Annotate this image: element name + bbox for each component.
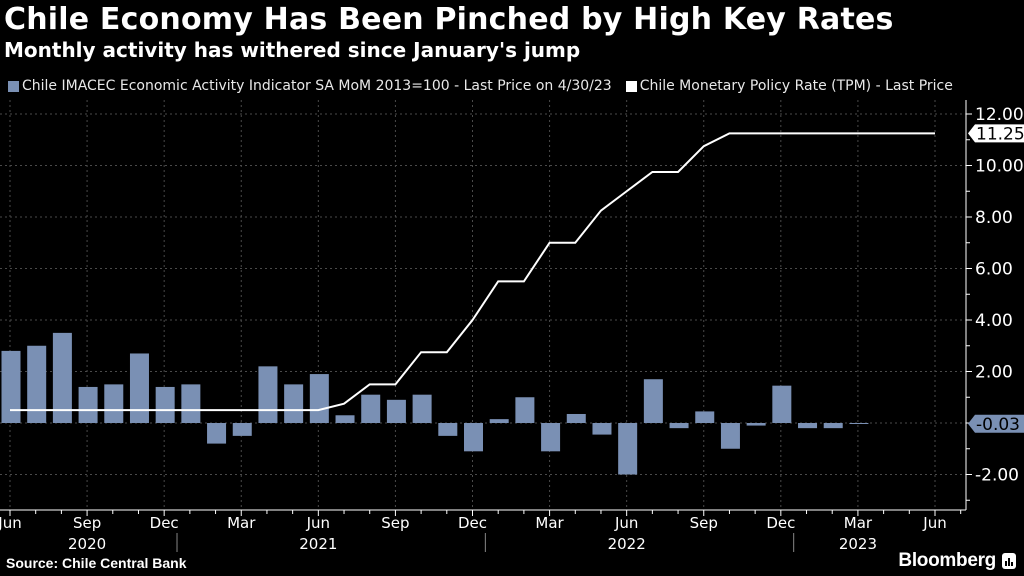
bar [772, 385, 792, 423]
terminal-icon [1002, 553, 1016, 569]
bar [309, 374, 329, 423]
bar [669, 423, 689, 429]
bar [618, 423, 638, 475]
bar [284, 384, 304, 423]
bar [489, 419, 509, 423]
bar [232, 423, 252, 436]
x-tick-label: Dec [150, 514, 179, 532]
last-value-tag-imacec-bg [968, 414, 1024, 433]
bar [849, 423, 869, 424]
bar [27, 345, 47, 423]
x-tick-label: Sep [73, 514, 101, 532]
bar [643, 379, 663, 423]
bar [335, 415, 355, 423]
bar [566, 413, 586, 423]
bar [1, 350, 21, 423]
y-tick-label: 2.00 [975, 363, 1013, 383]
legend-swatch-line [625, 80, 637, 92]
x-tick-label: Jun [922, 514, 946, 532]
chart-title: Chile Economy Has Been Pinched by High K… [4, 2, 894, 37]
x-tick-label: Sep [690, 514, 718, 532]
bar [746, 423, 766, 426]
x-year-label: 2023 [839, 535, 877, 553]
bar [438, 423, 458, 436]
brand-text: Bloomberg [898, 550, 996, 571]
source-note: Source: Chile Central Bank [6, 555, 187, 571]
bar [412, 394, 432, 423]
bar [52, 332, 72, 423]
bar [592, 423, 612, 435]
chart-subtitle: Monthly activity has withered since Janu… [4, 38, 581, 62]
bar [78, 386, 98, 423]
legend-swatch-bar [8, 80, 19, 92]
x-tick-label: Mar [844, 514, 873, 532]
bar [541, 423, 561, 452]
bar [258, 366, 278, 423]
x-tick-label: Dec [458, 514, 487, 532]
legend-item-imacec: Chile IMACEC Economic Activity Indicator… [8, 78, 612, 94]
x-tick-label: Jun [0, 514, 22, 532]
bar [823, 423, 843, 429]
last-value-tag-tpm: 11.25 [976, 124, 1024, 144]
legend: Chile IMACEC Economic Activity Indicator… [8, 78, 953, 94]
bar [104, 384, 124, 423]
legend-label-tpm: Chile Monetary Policy Rate (TPM) - Last … [639, 78, 953, 94]
x-year-label: 2021 [299, 535, 337, 553]
bar [207, 423, 227, 444]
bar [798, 423, 818, 429]
bar [181, 384, 201, 423]
x-tick-label: Jun [306, 514, 330, 532]
bar [155, 386, 175, 423]
bar [386, 399, 406, 423]
policy-rate-line [10, 132, 935, 412]
bar [129, 353, 149, 423]
bar [515, 397, 535, 423]
x-tick-label: Sep [381, 514, 409, 532]
bar [361, 394, 381, 423]
legend-item-tpm: Chile Monetary Policy Rate (TPM) - Last … [625, 78, 953, 94]
bloomberg-logo: Bloomberg [898, 550, 1016, 572]
x-year-label: 2020 [68, 535, 106, 553]
x-tick-label: Mar [535, 514, 564, 532]
bar [720, 423, 740, 449]
legend-label-imacec: Chile IMACEC Economic Activity Indicator… [22, 78, 612, 94]
y-tick-label: 6.00 [975, 260, 1013, 280]
y-tick-label: -2.00 [975, 466, 1019, 486]
last-value-tag-imacec: -0.03 [976, 415, 1020, 435]
last-value-tag-tpm-bg [968, 124, 1024, 143]
x-tick-label: Mar [227, 514, 256, 532]
y-tick-label: 10.00 [975, 157, 1024, 177]
bar [695, 411, 715, 423]
x-tick-label: Jun [614, 514, 638, 532]
y-tick-label: 8.00 [975, 208, 1013, 228]
bar [464, 423, 483, 452]
y-tick-label: 4.00 [975, 311, 1013, 331]
x-tick-label: Dec [766, 514, 795, 532]
x-year-label: 2022 [608, 535, 646, 553]
y-tick-label: 12.00 [975, 105, 1024, 125]
